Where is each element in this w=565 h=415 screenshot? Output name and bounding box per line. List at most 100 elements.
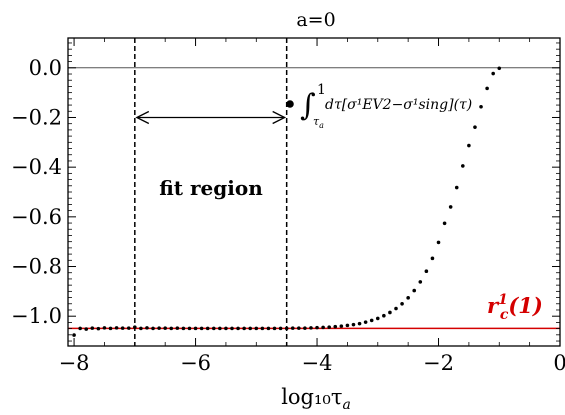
data-point (120, 326, 125, 330)
data-point (218, 326, 222, 331)
data-point (108, 326, 113, 331)
data-point (151, 326, 155, 331)
data-point (461, 164, 465, 168)
data-point (424, 269, 429, 274)
data-point (96, 326, 101, 331)
data-point (181, 326, 186, 331)
data-point (102, 326, 107, 330)
data-point (485, 86, 489, 91)
data-point (448, 205, 453, 209)
data-point (72, 333, 76, 337)
data-point (436, 240, 441, 245)
y-tick-label: −1.0 (11, 304, 62, 328)
fit-region-label: fit region (159, 176, 263, 200)
data-point (157, 326, 161, 330)
data-point (126, 326, 131, 330)
legend-integral-upper: 1 (317, 82, 326, 98)
data-point (278, 326, 283, 331)
reference-line-label: r1 c(1) (487, 292, 543, 323)
data-point (375, 316, 380, 321)
data-point (211, 326, 216, 331)
data-point (473, 125, 477, 129)
data-point (284, 326, 289, 331)
fit-region-arrow-left-head (135, 110, 150, 125)
data-point (139, 326, 143, 331)
data-point (388, 310, 392, 315)
data-points (72, 66, 502, 337)
data-point (248, 326, 253, 331)
data-point (382, 313, 386, 318)
data-point (290, 326, 295, 330)
data-point (309, 326, 313, 330)
data-point (467, 143, 471, 148)
x-tick-label: 0 (553, 351, 565, 375)
data-point (78, 326, 82, 331)
data-point (363, 320, 368, 324)
data-point (90, 326, 95, 330)
legend-integral-sign: ∫ (300, 88, 316, 123)
axis-ticks: −8 −6 −4 −2 0 0.0 −0.2 −0.4 −0.6 −0.8 −1.0 (11, 38, 565, 375)
data-point (199, 326, 204, 331)
y-tick-label: −0.2 (11, 105, 62, 129)
data-point (315, 325, 319, 330)
data-point (369, 318, 374, 323)
data-point (357, 321, 362, 326)
data-point (133, 325, 137, 329)
data-point (418, 280, 423, 284)
data-point (254, 326, 259, 331)
data-point (266, 326, 271, 331)
y-tick-label: −0.4 (11, 155, 62, 179)
data-point (339, 324, 344, 328)
data-point (412, 288, 417, 293)
x-tick-label: −8 (59, 351, 90, 375)
data-point (442, 221, 447, 226)
data-point (272, 326, 277, 331)
fit-boundary-lines (134, 38, 288, 346)
data-point (400, 301, 404, 306)
data-point (491, 71, 495, 76)
y-tick-label: 0.0 (29, 56, 62, 80)
fit-region-arrow (135, 110, 287, 125)
data-point (193, 326, 198, 331)
data-point (351, 322, 356, 327)
data-point (242, 326, 246, 331)
data-point (145, 326, 149, 330)
data-point (479, 105, 483, 109)
y-tick-label: −0.8 (11, 255, 62, 279)
data-point (394, 306, 398, 311)
x-tick-label: −2 (423, 351, 454, 375)
x-tick-label: −6 (180, 351, 211, 375)
x-tick-label: −4 (302, 351, 333, 375)
fit-region-arrow-right-head (272, 110, 287, 125)
data-point (175, 326, 180, 330)
data-point (297, 326, 301, 330)
data-point (205, 326, 210, 331)
data-point (84, 327, 89, 331)
legend: ∫ 1 τa dτ[σ¹EV2−σ¹sing](τ) (286, 82, 472, 130)
legend-text: dτ[σ¹EV2−σ¹sing](τ) (325, 97, 472, 113)
data-point (497, 66, 502, 71)
data-point (114, 326, 119, 330)
data-point (327, 325, 331, 329)
data-point (163, 326, 167, 330)
data-point (430, 256, 435, 261)
data-point (224, 326, 228, 331)
data-point (454, 185, 459, 190)
x-axis-label: log₁₀τa (281, 385, 351, 413)
legend-marker (286, 100, 294, 108)
y-tick-label: −0.6 (11, 205, 62, 229)
data-point (260, 326, 265, 331)
data-point (303, 326, 307, 330)
plot-frame (67, 37, 561, 347)
chart-title: a=0 (296, 9, 335, 31)
data-point (236, 326, 240, 331)
data-point (230, 326, 234, 331)
legend-integral-lower: τa (313, 115, 324, 130)
data-point (187, 326, 192, 331)
data-point (333, 324, 338, 329)
data-point (169, 326, 174, 331)
data-point (406, 296, 410, 300)
data-point (345, 323, 350, 328)
data-point (321, 325, 325, 330)
